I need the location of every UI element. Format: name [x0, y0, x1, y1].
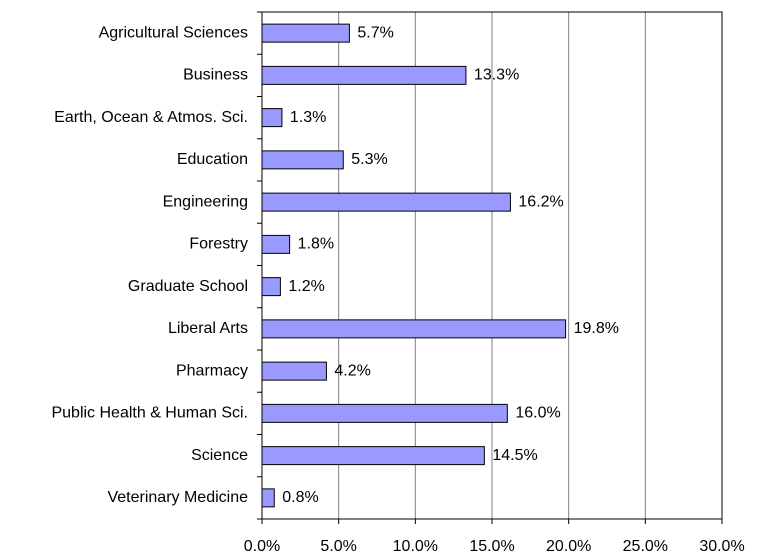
bar [261, 277, 281, 297]
x-tick-label: 20.0% [546, 538, 591, 555]
bar [261, 150, 344, 170]
bar [261, 23, 350, 43]
y-tick-label: Agricultural Sciences [99, 24, 248, 41]
value-label: 0.8% [282, 489, 318, 506]
x-tick-label: 30.0% [699, 538, 744, 555]
x-tick-label: 25.0% [623, 538, 668, 555]
y-tick-label: Liberal Arts [168, 320, 248, 337]
value-label: 5.7% [357, 24, 393, 41]
y-tick-label: Forestry [189, 236, 248, 253]
bar [261, 446, 485, 466]
y-tick-label: Veterinary Medicine [107, 489, 248, 506]
value-label: 5.3% [351, 151, 387, 168]
value-label: 16.2% [518, 193, 563, 210]
bar [261, 488, 275, 508]
bar [261, 319, 567, 339]
bar [261, 234, 291, 254]
y-tick-label: Engineering [163, 193, 248, 210]
bar [261, 65, 467, 85]
x-tick-label: 10.0% [393, 538, 438, 555]
x-tick-label: 15.0% [469, 538, 514, 555]
y-tick-label: Education [177, 151, 248, 168]
value-label: 14.5% [492, 447, 537, 464]
value-label: 16.0% [515, 405, 560, 422]
bar [261, 361, 327, 381]
value-label: 1.2% [288, 278, 324, 295]
value-label: 1.8% [298, 236, 334, 253]
value-label: 19.8% [574, 320, 619, 337]
y-tick-label: Earth, Ocean & Atmos. Sci. [54, 109, 248, 126]
y-tick-label: Science [191, 447, 248, 464]
value-label: 1.3% [290, 109, 326, 126]
bar [261, 108, 283, 128]
y-tick-label: Business [183, 67, 248, 84]
bar [261, 192, 511, 212]
value-label: 13.3% [474, 67, 519, 84]
x-tick-label: 0.0% [244, 538, 280, 555]
y-tick-label: Public Health & Human Sci. [51, 405, 248, 422]
value-label: 4.2% [334, 362, 370, 379]
y-tick-label: Pharmacy [176, 362, 248, 379]
x-tick-label: 5.0% [320, 538, 356, 555]
plot-border [261, 11, 723, 520]
bar [261, 403, 508, 423]
y-tick-label: Graduate School [128, 278, 248, 295]
